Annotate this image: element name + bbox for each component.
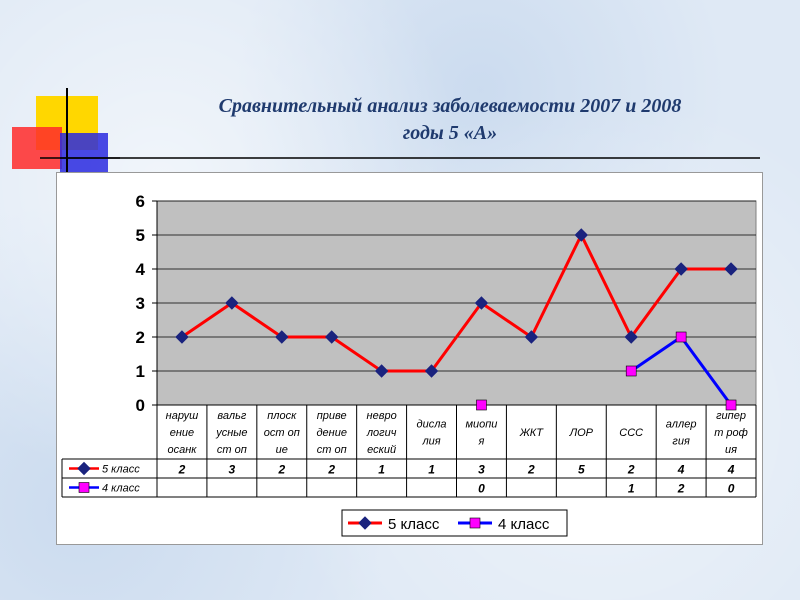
category-label: ЖКТ: [519, 427, 545, 439]
series-line-segment: [180, 301, 234, 339]
category-label: плоск: [267, 410, 297, 422]
y-tick-label: 1: [136, 362, 145, 381]
category-label: усные: [215, 427, 247, 439]
table-value: 0: [728, 482, 735, 496]
data-point: [624, 330, 638, 344]
category-label: гипер: [716, 410, 746, 422]
category-label: ение: [170, 427, 194, 439]
data-point: [724, 262, 738, 276]
y-tick-label: 2: [136, 328, 145, 347]
category-label: я: [478, 436, 485, 448]
category-label: лия: [421, 436, 440, 448]
category-label: ст оп: [217, 444, 247, 456]
data-point: [374, 364, 389, 378]
table-series-name: 5 класс: [102, 464, 140, 476]
category-label: осанк: [167, 444, 197, 456]
chart-frame: 0 1 2 3 4 5 6 наруш ение осанк вальг усные ст оп плос…: [56, 172, 763, 545]
slide-title: Сравнительный анализ заболеваемости 2007…: [100, 93, 800, 147]
legend-marker: [358, 516, 372, 530]
category-label: ия: [725, 444, 737, 456]
table-value: 2: [277, 463, 285, 477]
category-label: ст оп: [317, 444, 347, 456]
y-tick-label: 5: [136, 226, 145, 245]
series-line-segment: [479, 301, 533, 339]
category-label: ЛОР: [569, 427, 594, 439]
table-value: 1: [428, 463, 435, 477]
category-label: гия: [672, 436, 690, 448]
series-line-segment: [430, 301, 483, 373]
title-rule: [60, 157, 760, 159]
series-line-segment: [679, 335, 733, 407]
category-label: миопи: [465, 419, 497, 431]
table-value: 2: [627, 463, 635, 477]
data-point: [474, 296, 489, 310]
table-value: 3: [478, 463, 485, 477]
category-label: аллер: [666, 419, 697, 431]
data-point: [675, 331, 687, 343]
y-tick-label: 0: [136, 396, 145, 415]
series-line-segment: [629, 335, 683, 373]
table-value: 0: [478, 482, 485, 496]
category-label: логич: [366, 427, 397, 439]
table-value: 4: [727, 463, 735, 477]
data-point: [574, 228, 588, 242]
table-value: 2: [527, 463, 535, 477]
category-label: вальг: [217, 410, 246, 422]
data-point: [476, 399, 487, 411]
legend-label: 4 класс: [498, 516, 550, 533]
table-value: 1: [378, 463, 385, 477]
category-label: дисла: [417, 419, 447, 431]
y-tick-label: 4: [136, 260, 146, 279]
data-point: [725, 399, 737, 411]
table-value: 5: [578, 463, 585, 477]
line-chart: 0 1 2 3 4 5 6 наруш ение осанк вальг усные ст оп плос…: [61, 192, 757, 537]
category-label: невро: [367, 410, 397, 422]
data-point: [225, 296, 239, 310]
category-label: приве: [317, 410, 347, 422]
category-label: ие: [276, 444, 288, 456]
table-series-name: 4 класс: [102, 483, 140, 495]
table-value: 4: [677, 463, 685, 477]
table-legend-marker: [78, 482, 90, 493]
series-line-segment: [529, 233, 583, 339]
data-point: [674, 262, 688, 276]
title-line-2: годы 5 «А»: [402, 122, 498, 144]
table-value: 1: [628, 482, 635, 496]
series-line-segment: [330, 335, 384, 373]
data-point: [524, 330, 539, 344]
category-label: ост оп: [264, 427, 300, 439]
series-line-segment: [579, 233, 633, 339]
category-label: т роф: [714, 427, 748, 439]
data-point: [325, 330, 339, 344]
table-value: 2: [178, 463, 186, 477]
title-line-1: Сравнительный анализ заболеваемости 2007…: [218, 95, 682, 117]
category-label: наруш: [166, 410, 199, 422]
table-value: 2: [677, 482, 685, 496]
data-point: [424, 364, 439, 378]
table-value: 3: [229, 463, 236, 477]
y-tick-label: 3: [136, 294, 145, 313]
data-point: [625, 365, 637, 377]
data-point: [175, 330, 189, 344]
data-point: [275, 330, 289, 344]
legend-marker: [469, 517, 481, 529]
category-label: дение: [316, 427, 347, 439]
category-label: ССС: [619, 427, 643, 439]
table-value: 2: [327, 463, 335, 477]
y-tick-label: 6: [136, 192, 145, 211]
series-line-segment: [629, 267, 683, 339]
decorative-squares: [12, 88, 120, 178]
red-square: [12, 127, 62, 169]
table-legend-marker: [77, 461, 91, 476]
category-label: еский: [367, 444, 396, 456]
legend-label: 5 класс: [388, 516, 440, 533]
series-line-segment: [230, 301, 284, 339]
